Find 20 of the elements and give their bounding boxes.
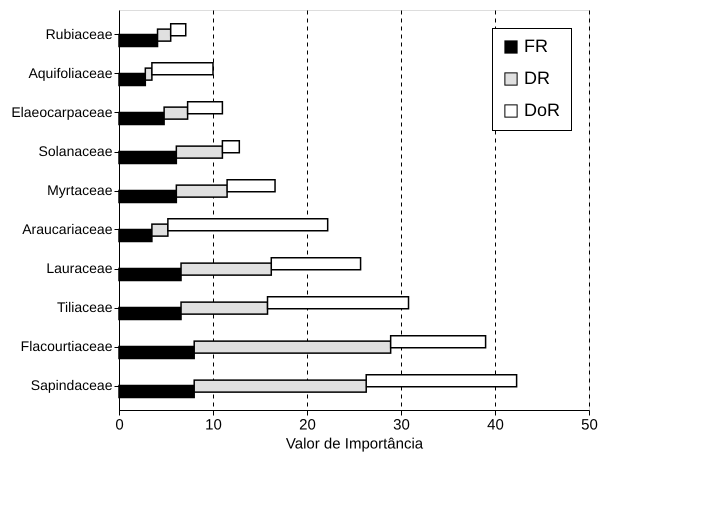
y-tick-label: Aquifoliaceae xyxy=(28,65,113,81)
y-tick-label: Rubiaceae xyxy=(46,26,113,42)
y-tick-label: Lauraceae xyxy=(46,260,113,276)
x-axis-title: Valor de Importância xyxy=(286,436,424,452)
x-tick-label: 10 xyxy=(205,416,222,434)
y-tick-label: Flacourtiaceae xyxy=(20,338,113,354)
legend-label: FR xyxy=(524,36,548,56)
x-tick-label: 50 xyxy=(581,416,598,434)
x-tick-label: 0 xyxy=(115,416,124,434)
y-tick-label: Araucariaceae xyxy=(22,221,113,237)
legend-label: DoR xyxy=(524,100,560,120)
x-tick-label: 30 xyxy=(393,416,410,434)
y-tick-label: Sapindaceae xyxy=(30,377,113,393)
y-tick-label: Solanaceae xyxy=(38,143,113,159)
y-tick-label: Elaeocarpaceae xyxy=(11,104,113,120)
x-tick-label: 40 xyxy=(487,416,504,434)
y-tick-label: Tiliaceae xyxy=(56,299,113,315)
y-tick-label: Myrtaceae xyxy=(47,182,113,198)
x-tick-label: 20 xyxy=(299,416,316,434)
legend-label: DR xyxy=(524,68,550,88)
